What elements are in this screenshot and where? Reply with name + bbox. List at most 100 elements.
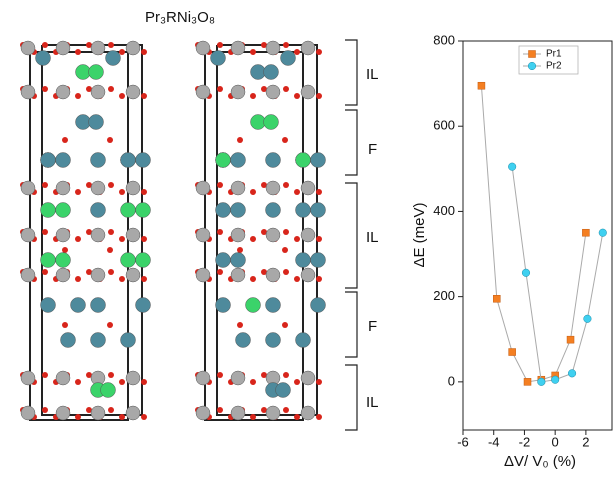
oxygen-atom xyxy=(283,269,289,275)
layer-label: F xyxy=(368,318,377,335)
atom xyxy=(231,228,245,242)
oxygen-atom xyxy=(294,276,300,282)
atom xyxy=(21,228,35,242)
y-tick-label: 200 xyxy=(433,288,455,303)
atom xyxy=(41,298,56,313)
oxygen-atom xyxy=(119,93,125,99)
oxygen-atom xyxy=(62,247,68,253)
y-axis-label: ΔE (meV) xyxy=(411,202,428,267)
atom xyxy=(231,253,246,268)
atom xyxy=(301,228,315,242)
atom xyxy=(301,268,315,282)
oxygen-atom xyxy=(283,42,289,48)
atom xyxy=(91,298,106,313)
oxygen-atom xyxy=(250,236,256,242)
atom xyxy=(126,371,140,385)
legend-marker xyxy=(529,51,536,58)
oxygen-atom xyxy=(283,86,289,92)
unit-cell xyxy=(30,52,128,420)
data-point xyxy=(582,229,589,236)
oxygen-atom xyxy=(294,93,300,99)
crystal-structures xyxy=(20,41,326,420)
atom xyxy=(21,268,35,282)
data-point xyxy=(568,370,576,378)
atom xyxy=(266,228,280,242)
oxygen-atom xyxy=(75,379,81,385)
atom xyxy=(71,298,86,313)
structure-title: Pr₃RNi₃O₈ xyxy=(145,9,215,26)
atom xyxy=(311,253,326,268)
atom xyxy=(216,153,231,168)
oxygen-atom xyxy=(282,247,288,253)
oxygen-atom xyxy=(75,236,81,242)
atom xyxy=(266,333,281,348)
y-tick-label: 800 xyxy=(433,32,455,47)
atom xyxy=(126,406,140,420)
oxygen-atom xyxy=(119,379,125,385)
atom xyxy=(121,203,136,218)
atom xyxy=(89,115,104,130)
oxygen-atom xyxy=(141,49,147,55)
atom xyxy=(91,228,105,242)
atom xyxy=(236,333,251,348)
atom xyxy=(56,228,70,242)
data-point xyxy=(584,315,592,323)
oxygen-atom xyxy=(217,42,223,48)
oxygen-atom xyxy=(141,189,147,195)
oxygen-atom xyxy=(75,93,81,99)
oxygen-atom xyxy=(108,372,114,378)
oxygen-atom xyxy=(119,414,125,420)
atom xyxy=(264,115,279,130)
oxygen-atom xyxy=(237,322,243,328)
legend-label: Pr2 xyxy=(546,61,562,72)
atom xyxy=(281,51,296,66)
data-point xyxy=(599,229,607,237)
atom xyxy=(266,203,281,218)
atom xyxy=(196,228,210,242)
atom xyxy=(231,85,245,99)
data-point xyxy=(538,378,546,386)
data-point xyxy=(509,349,516,356)
atom xyxy=(56,153,71,168)
oxygen-atom xyxy=(217,372,223,378)
atom xyxy=(216,203,231,218)
oxygen-atom xyxy=(217,182,223,188)
oxygen-atom xyxy=(250,276,256,282)
data-point xyxy=(551,376,559,384)
oxygen-atom xyxy=(282,322,288,328)
oxygen-atom xyxy=(250,93,256,99)
atom xyxy=(231,153,246,168)
atom xyxy=(56,203,71,218)
oxygen-atom xyxy=(250,189,256,195)
atom xyxy=(264,65,279,80)
atom xyxy=(211,51,226,66)
oxygen-atom xyxy=(316,276,322,282)
atom xyxy=(266,406,280,420)
oxygen-atom xyxy=(141,236,147,242)
atom xyxy=(21,181,35,195)
layer-brackets xyxy=(345,40,357,430)
atom xyxy=(196,406,210,420)
oxygen-atom xyxy=(108,182,114,188)
oxygen-atom xyxy=(141,379,147,385)
oxygen-atom xyxy=(42,86,48,92)
oxygen-atom xyxy=(42,269,48,275)
atom xyxy=(91,333,106,348)
atom xyxy=(266,41,280,55)
atom xyxy=(121,253,136,268)
x-tick-label: 2 xyxy=(582,434,589,449)
layer-label: IL xyxy=(366,229,379,246)
oxygen-atom xyxy=(108,86,114,92)
layer-label: IL xyxy=(366,66,379,83)
atom xyxy=(136,203,151,218)
atom xyxy=(61,333,76,348)
oxygen-atom xyxy=(42,372,48,378)
atom xyxy=(276,383,291,398)
atom xyxy=(136,253,151,268)
oxygen-atom xyxy=(75,49,81,55)
oxygen-atom xyxy=(237,137,243,143)
atom xyxy=(56,85,70,99)
data-point xyxy=(522,269,530,277)
legend-marker xyxy=(528,62,536,70)
data-point xyxy=(493,295,500,302)
